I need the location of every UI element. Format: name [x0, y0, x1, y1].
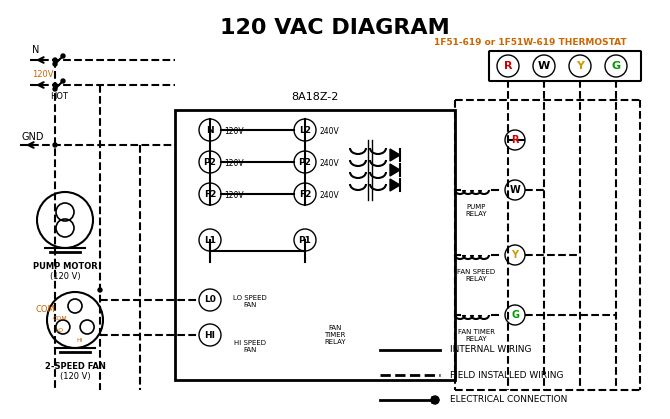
Text: PUMP MOTOR: PUMP MOTOR	[33, 262, 97, 271]
Text: N: N	[206, 126, 214, 134]
Text: L2: L2	[299, 126, 311, 134]
Text: P1: P1	[299, 235, 312, 245]
Text: L1: L1	[204, 235, 216, 245]
Text: FIELD INSTALLED WIRING: FIELD INSTALLED WIRING	[450, 370, 563, 380]
Text: Y: Y	[511, 250, 519, 260]
Text: HI: HI	[76, 337, 83, 342]
Text: L0: L0	[204, 295, 216, 305]
Circle shape	[61, 54, 65, 58]
Text: 120V: 120V	[224, 191, 244, 199]
Text: 1F51-619 or 1F51W-619 THERMOSTAT: 1F51-619 or 1F51W-619 THERMOSTAT	[433, 37, 626, 47]
Text: 2-SPEED FAN: 2-SPEED FAN	[45, 362, 105, 371]
Text: FAN
TIMER
RELAY: FAN TIMER RELAY	[324, 325, 346, 345]
Polygon shape	[390, 149, 400, 161]
Text: 240V: 240V	[319, 191, 339, 199]
Text: R: R	[511, 135, 519, 145]
Text: 120V: 120V	[224, 127, 244, 135]
Text: 8A18Z-2: 8A18Z-2	[291, 92, 339, 102]
Text: P2: P2	[204, 158, 216, 166]
Polygon shape	[390, 179, 400, 191]
Text: (120 V): (120 V)	[60, 372, 90, 381]
Text: FAN SPEED
RELAY: FAN SPEED RELAY	[457, 269, 495, 282]
Text: Y: Y	[576, 61, 584, 71]
Circle shape	[53, 143, 57, 147]
Text: G: G	[511, 310, 519, 320]
Text: 240V: 240V	[319, 158, 339, 168]
Text: W: W	[510, 185, 521, 195]
Text: 120V: 120V	[224, 158, 244, 168]
Polygon shape	[390, 164, 400, 176]
Text: P2: P2	[299, 158, 312, 166]
Text: LO: LO	[55, 328, 63, 333]
Text: GND: GND	[22, 132, 44, 142]
Text: HI SPEED
FAN: HI SPEED FAN	[234, 340, 266, 353]
Text: N: N	[32, 45, 40, 55]
Circle shape	[53, 62, 57, 66]
Text: F2: F2	[299, 189, 311, 199]
Text: COM: COM	[36, 305, 55, 315]
Text: LO SPEED
FAN: LO SPEED FAN	[233, 295, 267, 308]
Text: FAN TIMER
RELAY: FAN TIMER RELAY	[458, 329, 494, 342]
Text: G: G	[612, 61, 620, 71]
Text: HOT: HOT	[50, 92, 68, 101]
Circle shape	[53, 87, 57, 91]
Circle shape	[53, 83, 57, 87]
Bar	[175, 110, 455, 380]
Text: F2: F2	[204, 189, 216, 199]
Text: R: R	[504, 61, 513, 71]
Text: COM: COM	[52, 316, 67, 321]
Text: 120V: 120V	[32, 70, 54, 79]
Text: PUMP
RELAY: PUMP RELAY	[465, 204, 487, 217]
Circle shape	[98, 288, 102, 292]
Text: INTERNAL WIRING: INTERNAL WIRING	[450, 346, 531, 354]
Circle shape	[53, 58, 57, 62]
Circle shape	[431, 396, 439, 404]
Text: 240V: 240V	[319, 127, 339, 135]
Text: (120 V): (120 V)	[50, 272, 80, 281]
Text: ELECTRICAL CONNECTION: ELECTRICAL CONNECTION	[450, 396, 567, 404]
Circle shape	[61, 79, 65, 83]
Text: W: W	[538, 61, 550, 71]
Text: 120 VAC DIAGRAM: 120 VAC DIAGRAM	[220, 18, 450, 38]
Text: HI: HI	[204, 331, 216, 339]
